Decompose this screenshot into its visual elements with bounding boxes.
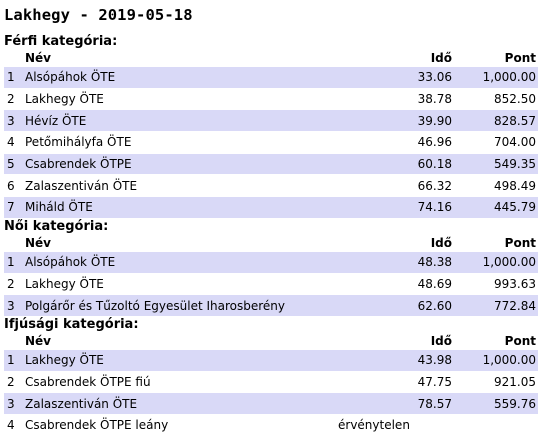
points-cell: 828.57 <box>454 109 538 133</box>
rank-cell: 3 <box>4 109 22 133</box>
status-cell: érvénytelen <box>338 414 538 437</box>
points-cell: 852.50 <box>454 88 538 111</box>
points-cell: 1,000.00 <box>454 349 538 372</box>
points-cell: 498.49 <box>454 174 538 198</box>
table-row: 1 Alsópáhok ÖTE 48.38 1,000.00 <box>4 251 538 274</box>
table-row: 3 Polgárőr és Tűzoltó Egyesület Iharosbe… <box>4 294 538 317</box>
table-row: 2 Lakhegy ÖTE 48.69 993.63 <box>4 273 538 296</box>
page-title: Lakhegy - 2019-05-18 <box>4 6 193 24</box>
rank-cell: 3 <box>4 392 22 415</box>
table-row: 6 Zalaszentiván ÖTE 66.32 498.49 <box>4 174 538 198</box>
team-name-cell: Alsópáhok ÖTE <box>22 251 338 274</box>
time-header: Idő <box>430 51 452 65</box>
results-table: Név Idő Pont 1 Lakhegy ÖTE 43.98 1,000.0… <box>4 333 538 437</box>
table-row: 1 Lakhegy ÖTE 43.98 1,000.00 <box>4 349 538 372</box>
table-header-row: Név Idő Pont <box>4 333 538 350</box>
rank-cell: 1 <box>4 251 22 274</box>
points-header: Pont <box>504 51 536 65</box>
name-header: Név <box>25 235 52 250</box>
time-cell: 33.06 <box>338 67 454 89</box>
time-cell: 74.16 <box>338 196 454 219</box>
table-row: 2 Lakhegy ÖTE 38.78 852.50 <box>4 88 538 111</box>
rank-header <box>4 333 22 350</box>
team-name-cell: Csabrendek ÖTPE leány <box>22 414 338 437</box>
rank-header <box>4 235 22 252</box>
time-cell: 43.98 <box>338 349 454 372</box>
section-youth: Ifjúsági kategória: Név Idő Pont 1 Lakhe… <box>4 317 538 437</box>
rank-cell: 1 <box>4 67 22 89</box>
time-cell: 48.38 <box>338 251 454 274</box>
rank-cell: 4 <box>4 131 22 154</box>
points-cell: 445.79 <box>454 196 538 219</box>
team-name-cell: Polgárőr és Tűzoltó Egyesület Iharosberé… <box>22 294 338 317</box>
points-cell: 772.84 <box>454 294 538 317</box>
results-page: Lakhegy - 2019-05-18 Férfi kategória: Né… <box>4 0 538 437</box>
points-cell: 993.63 <box>454 273 538 296</box>
team-name-cell: Lakhegy ÖTE <box>22 88 338 111</box>
time-cell: 78.57 <box>338 392 454 415</box>
table-row: 5 Csabrendek ÖTPE 60.18 549.35 <box>4 153 538 176</box>
points-cell: 1,000.00 <box>454 251 538 274</box>
team-name-cell: Petőmihályfa ÖTE <box>22 131 338 154</box>
time-cell: 38.78 <box>338 88 454 111</box>
table-row: 2 Csabrendek ÖTPE fiú 47.75 921.05 <box>4 371 538 394</box>
team-name-cell: Csabrendek ÖTPE <box>22 153 338 176</box>
team-name-cell: Alsópáhok ÖTE <box>22 67 338 89</box>
team-name-cell: Zalaszentiván ÖTE <box>22 174 338 198</box>
time-cell: 60.18 <box>338 153 454 176</box>
points-cell: 704.00 <box>454 131 538 154</box>
rank-header <box>4 50 22 67</box>
table-row: 3 Hévíz ÖTE 39.90 828.57 <box>4 109 538 133</box>
team-name-cell: Lakhegy ÖTE <box>22 273 338 296</box>
section-womens: Női kategória: Név Idő Pont 1 Alsópáhok … <box>4 219 538 317</box>
rank-cell: 3 <box>4 294 22 317</box>
table-row: 4 Petőmihályfa ÖTE 46.96 704.00 <box>4 131 538 154</box>
section-title: Férfi kategória: <box>4 34 118 49</box>
rank-cell: 7 <box>4 196 22 219</box>
time-header: Idő <box>430 235 452 250</box>
time-cell: 47.75 <box>338 371 454 394</box>
team-name-cell: Zalaszentiván ÖTE <box>22 392 338 415</box>
team-name-cell: Hévíz ÖTE <box>22 109 338 133</box>
points-header: Pont <box>504 333 536 348</box>
rank-cell: 1 <box>4 349 22 372</box>
section-mens: Férfi kategória: Név Idő Pont 1 Alsópáho… <box>4 34 538 219</box>
table-row: 1 Alsópáhok ÖTE 33.06 1,000.00 <box>4 67 538 89</box>
time-cell: 48.69 <box>338 273 454 296</box>
results-table: Név Idő Pont 1 Alsópáhok ÖTE 48.38 1,000… <box>4 235 538 317</box>
name-header: Név <box>25 51 52 65</box>
table-header-row: Név Idő Pont <box>4 235 538 252</box>
team-name-cell: Miháld ÖTE <box>22 196 338 219</box>
time-cell: 66.32 <box>338 174 454 198</box>
table-row: 4 Csabrendek ÖTPE leány érvénytelen <box>4 414 538 437</box>
name-header: Név <box>25 333 52 348</box>
points-cell: 549.35 <box>454 153 538 176</box>
rank-cell: 4 <box>4 414 22 437</box>
results-table: Név Idő Pont 1 Alsópáhok ÖTE 33.06 1,000… <box>4 50 538 219</box>
time-cell: 46.96 <box>338 131 454 154</box>
time-header: Idő <box>430 333 452 348</box>
rank-cell: 2 <box>4 371 22 394</box>
time-cell: 62.60 <box>338 294 454 317</box>
rank-cell: 2 <box>4 88 22 111</box>
section-title: Ifjúsági kategória: <box>4 316 139 332</box>
points-cell: 921.05 <box>454 371 538 394</box>
points-cell: 559.76 <box>454 392 538 415</box>
rank-cell: 5 <box>4 153 22 176</box>
rank-cell: 6 <box>4 174 22 198</box>
points-header: Pont <box>504 235 536 250</box>
points-cell: 1,000.00 <box>454 67 538 89</box>
rank-cell: 2 <box>4 273 22 296</box>
team-name-cell: Lakhegy ÖTE <box>22 349 338 372</box>
team-name-cell: Csabrendek ÖTPE fiú <box>22 371 338 394</box>
table-row: 3 Zalaszentiván ÖTE 78.57 559.76 <box>4 392 538 415</box>
table-row: 7 Miháld ÖTE 74.16 445.79 <box>4 196 538 219</box>
time-cell: 39.90 <box>338 109 454 133</box>
section-title: Női kategória: <box>4 218 109 234</box>
table-header-row: Név Idő Pont <box>4 50 538 67</box>
